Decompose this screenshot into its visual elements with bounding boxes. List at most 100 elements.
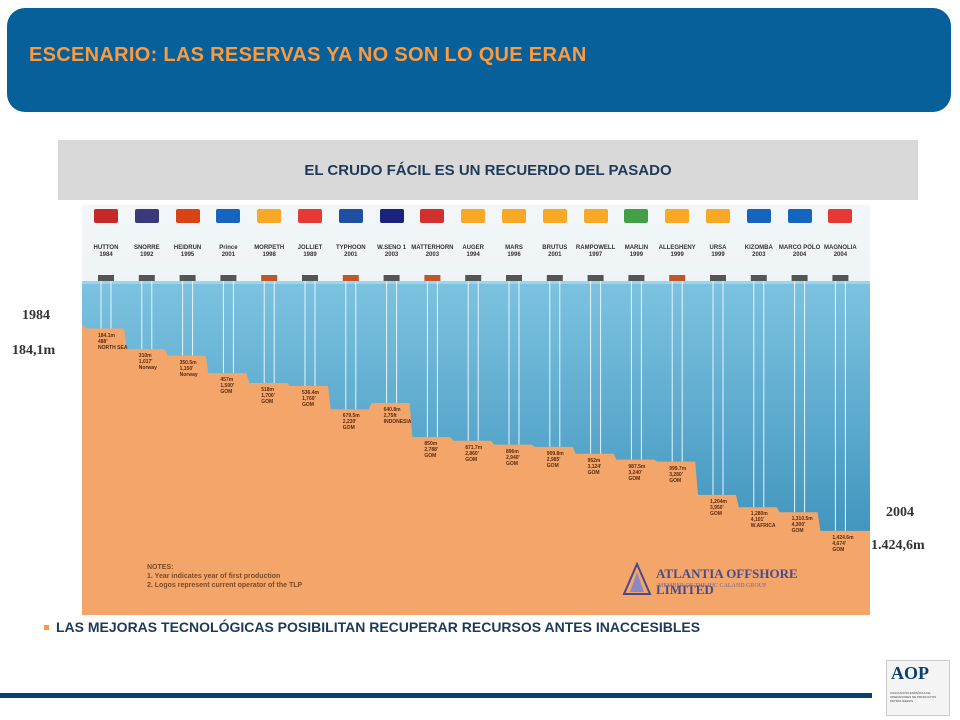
platform-deck <box>220 275 237 281</box>
depth-metres: 184.1m <box>98 332 115 339</box>
platform-name: MARCO POLO <box>778 245 821 251</box>
platform-year: 1995 <box>180 252 195 258</box>
left-depth: 184,1m <box>12 343 56 358</box>
region: GOM <box>710 510 722 517</box>
platform-name: MARS <box>505 245 523 251</box>
platform-deck <box>465 275 482 281</box>
platform-name: W.SENO 1 <box>377 245 407 251</box>
platform-15 <box>710 275 726 495</box>
depth-metres: 310m <box>138 353 152 360</box>
platform-3 <box>220 275 237 374</box>
platform-label: ALLEGHENY 1999 <box>655 245 699 259</box>
platform-label: W.SENO 1 2003 <box>370 245 414 259</box>
region: GOM <box>220 389 233 396</box>
platform-svg <box>82 205 870 615</box>
region: NORTH SEA <box>98 344 128 351</box>
platform-18 <box>832 275 849 531</box>
platform-name: Prince <box>219 245 238 251</box>
platform-label: MAGNOLIA 2004 <box>818 245 862 259</box>
depth-feet: 2,230' <box>342 419 357 426</box>
region: W.AFRICA <box>750 523 776 530</box>
notes-line-2: 2. Logos represent current operator of t… <box>147 582 303 589</box>
platform-year: 1984 <box>99 252 113 258</box>
bp-logo-icon <box>624 209 649 223</box>
platform-depth-label: 679.5m 2,230' GOM <box>343 413 383 431</box>
depth-feet: 2,75ft <box>383 413 397 420</box>
depth-metres: 987.5m <box>628 463 646 470</box>
platform-label: MARCO POLO 2004 <box>778 245 822 259</box>
platform-depth-label: 1,204m 3,950' GOM <box>710 499 750 517</box>
depth-metres: 518m <box>261 387 274 393</box>
platform-depth-label: 518m 1,700' GOM <box>261 387 301 405</box>
platform-year: 2003 <box>752 252 766 258</box>
bullet-text: LAS MEJORAS TECNOLÓGICAS POSIBILITAN REC… <box>56 619 701 635</box>
platform-year: 1996 <box>507 252 521 258</box>
right-depth: 1.424,6m <box>871 538 925 553</box>
depth-feet: 1,150' <box>179 365 194 372</box>
platform-name: ALLEGHENY <box>658 245 696 251</box>
conoco-logo-icon <box>828 209 853 223</box>
depth-metres: 1,204m <box>710 498 727 505</box>
chevron-logo-icon <box>338 209 363 223</box>
depth-metres: 952m <box>587 457 601 464</box>
platform-deck <box>791 275 808 281</box>
platform-deck <box>832 275 849 281</box>
region: GOM <box>832 546 845 553</box>
esso-logo-icon <box>746 209 771 223</box>
platform-label: RAMPOWELL 1997 <box>574 245 618 259</box>
depth-feet: 3,950' <box>710 504 724 511</box>
depth-metres: 896m <box>506 448 519 455</box>
platform-depth-label: 640.8m 2,75ft INDONESIA <box>384 407 424 425</box>
platform-name: RAMPOWELL <box>575 245 616 251</box>
sea-surface <box>82 281 870 284</box>
atlantia-name: ATLANTIA OFFSHORE LIMITED <box>656 566 798 597</box>
platform-12 <box>587 275 604 454</box>
platform-depth-label: 999.7m 3,280' GOM <box>669 466 709 484</box>
platform-label: MARLIN 1999 <box>614 245 658 259</box>
depth-metres: 457m <box>220 377 234 384</box>
platform-depth-label: 310m 1,017' Norway <box>139 353 179 371</box>
platform-name: BRUTUS <box>542 245 568 251</box>
region: GOM <box>424 453 437 460</box>
depth-metres: 850m <box>424 441 438 448</box>
platform-13 <box>628 275 645 460</box>
footer-bar <box>0 693 872 698</box>
bullet-square-icon <box>44 624 49 630</box>
shell-logo-icon <box>461 209 486 223</box>
aop-logo-subtitle: ASOCIACIÓN ESPAÑOLA DE OPERADORES DE PRO… <box>890 691 937 703</box>
notes-line-1: 1. Year indicates year of first producti… <box>147 573 281 580</box>
platform-17 <box>791 275 808 513</box>
platform-label: MATTERHORN 2003 <box>410 245 454 259</box>
platform-deck <box>383 275 400 281</box>
platform-label: MORPETH 1998 <box>247 245 291 259</box>
depth-feet: 2,860' <box>465 450 479 457</box>
aop-logo-text: AOP <box>891 663 929 683</box>
platform-14 <box>669 275 686 462</box>
platform-label: JOLLIET 1989 <box>288 245 332 259</box>
platform-0 <box>98 275 114 329</box>
platform-9 <box>465 275 482 441</box>
platform-11 <box>546 275 563 447</box>
depth-feet: 4,300' <box>791 522 806 529</box>
depth-feet: 4,101' <box>750 517 765 524</box>
depth-metres: 679.5m <box>342 413 360 420</box>
depth-metres: 1,424.6m <box>832 534 854 541</box>
platform-depth-label: 184.1m 488' NORTH SEA <box>98 333 138 351</box>
region: GOM <box>791 528 804 535</box>
depth-metres: 1,310.5m <box>791 516 813 523</box>
platform-depth-label: 952m 3,124' GOM <box>588 458 628 476</box>
platform-6 <box>342 275 359 410</box>
statoil-logo-icon <box>175 209 200 223</box>
platform-year: 2003 <box>384 252 399 258</box>
depth-metres: 999.7m <box>669 465 687 472</box>
unocal-logo-icon <box>379 209 404 223</box>
atlantia-logo: ATLANTIA OFFSHORE LIMITED MEMBER OF THE … <box>622 562 822 597</box>
platform-deck <box>261 275 278 281</box>
platform-label: KIZOMBA 2003 <box>737 245 781 259</box>
platform-deck <box>302 275 318 281</box>
platform-deck <box>546 275 563 281</box>
platform-year: 1992 <box>140 252 154 258</box>
platform-5 <box>302 275 318 387</box>
saga-logo-icon <box>134 209 159 223</box>
platform-depth-label: 871.7m 2,860' GOM <box>465 445 505 463</box>
